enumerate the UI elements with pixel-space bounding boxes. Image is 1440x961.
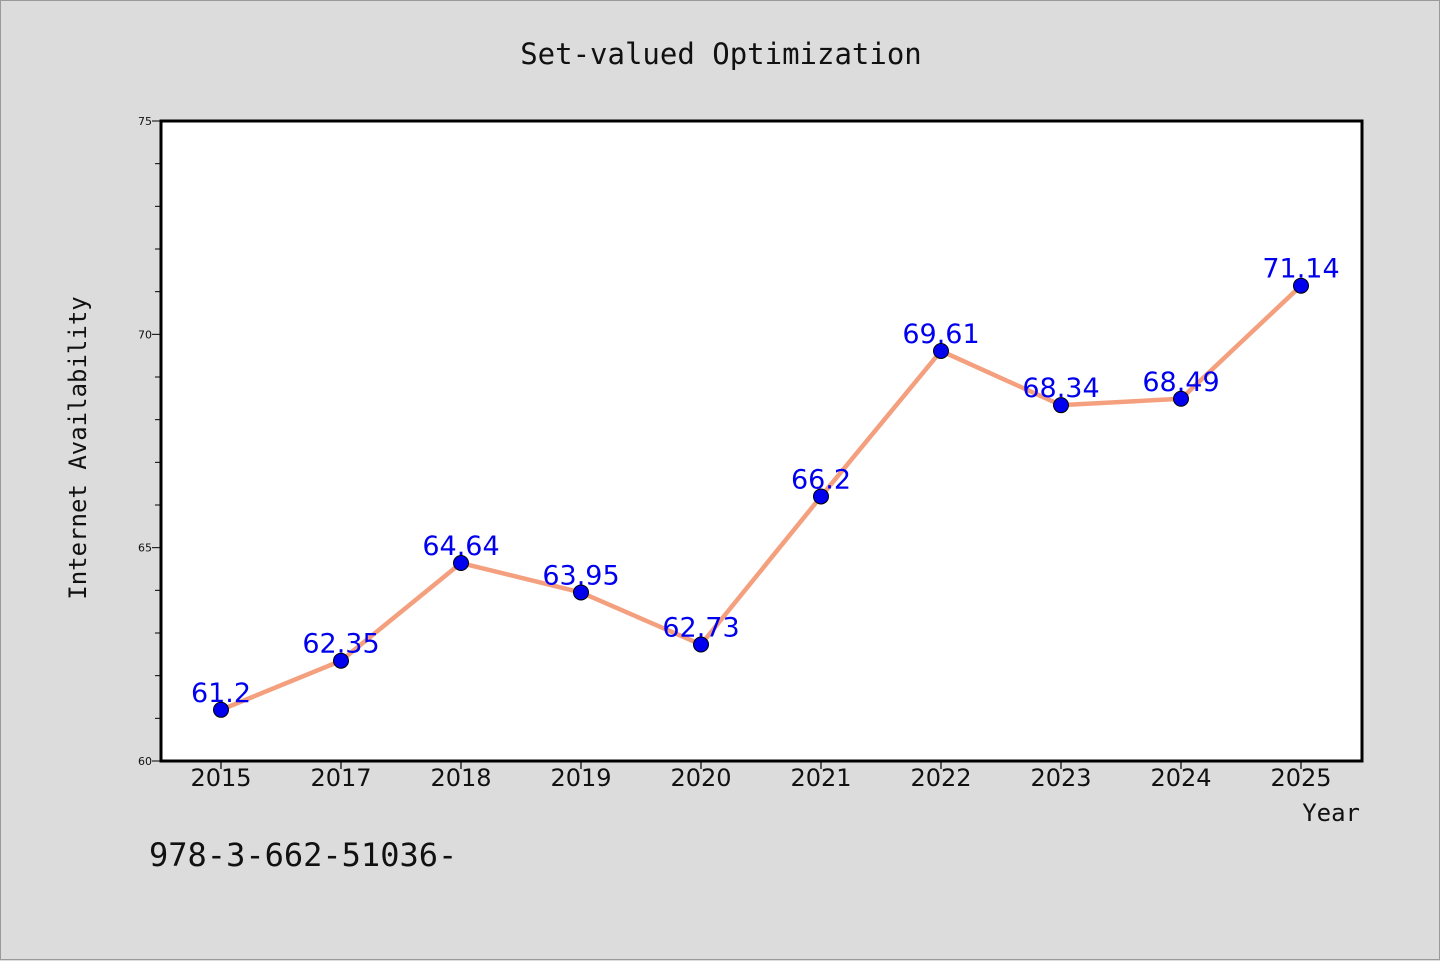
x-tick-label: 2022 <box>910 764 971 792</box>
data-point <box>573 584 589 601</box>
data-label: 68.49 <box>1142 367 1219 398</box>
data-label: 66.2 <box>791 464 851 495</box>
x-tick-label: 2017 <box>310 764 371 792</box>
data-point <box>1053 397 1069 414</box>
data-point <box>813 488 829 505</box>
data-labels: 61.2 62.35 64.64 63.95 62.73 66.2 69.61 68.34 68… <box>191 254 1340 709</box>
data-label: 69.61 <box>902 319 979 350</box>
data-point <box>1173 390 1189 407</box>
data-label: 61.2 <box>191 678 251 709</box>
x-tick-label: 2015 <box>190 764 251 792</box>
y-axis-label: Internet Availability <box>64 296 92 599</box>
data-label: 71.14 <box>1262 254 1339 285</box>
y-axis-ticks: 60 65 70 75 <box>138 115 161 768</box>
y-tick-label: 65 <box>138 542 152 555</box>
data-point <box>693 636 709 653</box>
data-label: 62.73 <box>662 613 739 644</box>
data-point <box>213 701 229 718</box>
data-point <box>333 652 349 669</box>
x-tick-label: 2024 <box>1150 764 1211 792</box>
x-tick-label: 2018 <box>430 764 491 792</box>
data-point <box>1293 277 1309 294</box>
y-tick-label: 70 <box>138 328 152 341</box>
plot-area <box>159 119 1364 763</box>
x-tick-label: 2019 <box>550 764 611 792</box>
x-tick-label: 2021 <box>790 764 851 792</box>
x-axis-ticks: 2015 2017 2018 2019 2020 2021 2022 2023 2024 2025 <box>190 761 1332 792</box>
x-tick-label: 2023 <box>1030 764 1091 792</box>
chart-title: Set-valued Optimization <box>520 37 922 71</box>
footer-code: 978-3-662-51036- <box>149 836 457 874</box>
x-axis-label: Year <box>1302 799 1360 827</box>
data-label: 64.64 <box>422 531 499 562</box>
data-label: 62.35 <box>302 629 379 660</box>
data-label: 68.34 <box>1022 373 1099 404</box>
data-point <box>453 555 469 572</box>
x-tick-label: 2020 <box>670 764 731 792</box>
series-markers <box>213 277 1309 718</box>
data-point <box>933 342 949 359</box>
series-line <box>220 284 1303 712</box>
y-tick-label: 60 <box>138 755 152 768</box>
data-label: 63.95 <box>542 560 619 591</box>
x-tick-label: 2025 <box>1270 764 1331 792</box>
y-tick-label: 75 <box>138 115 152 128</box>
